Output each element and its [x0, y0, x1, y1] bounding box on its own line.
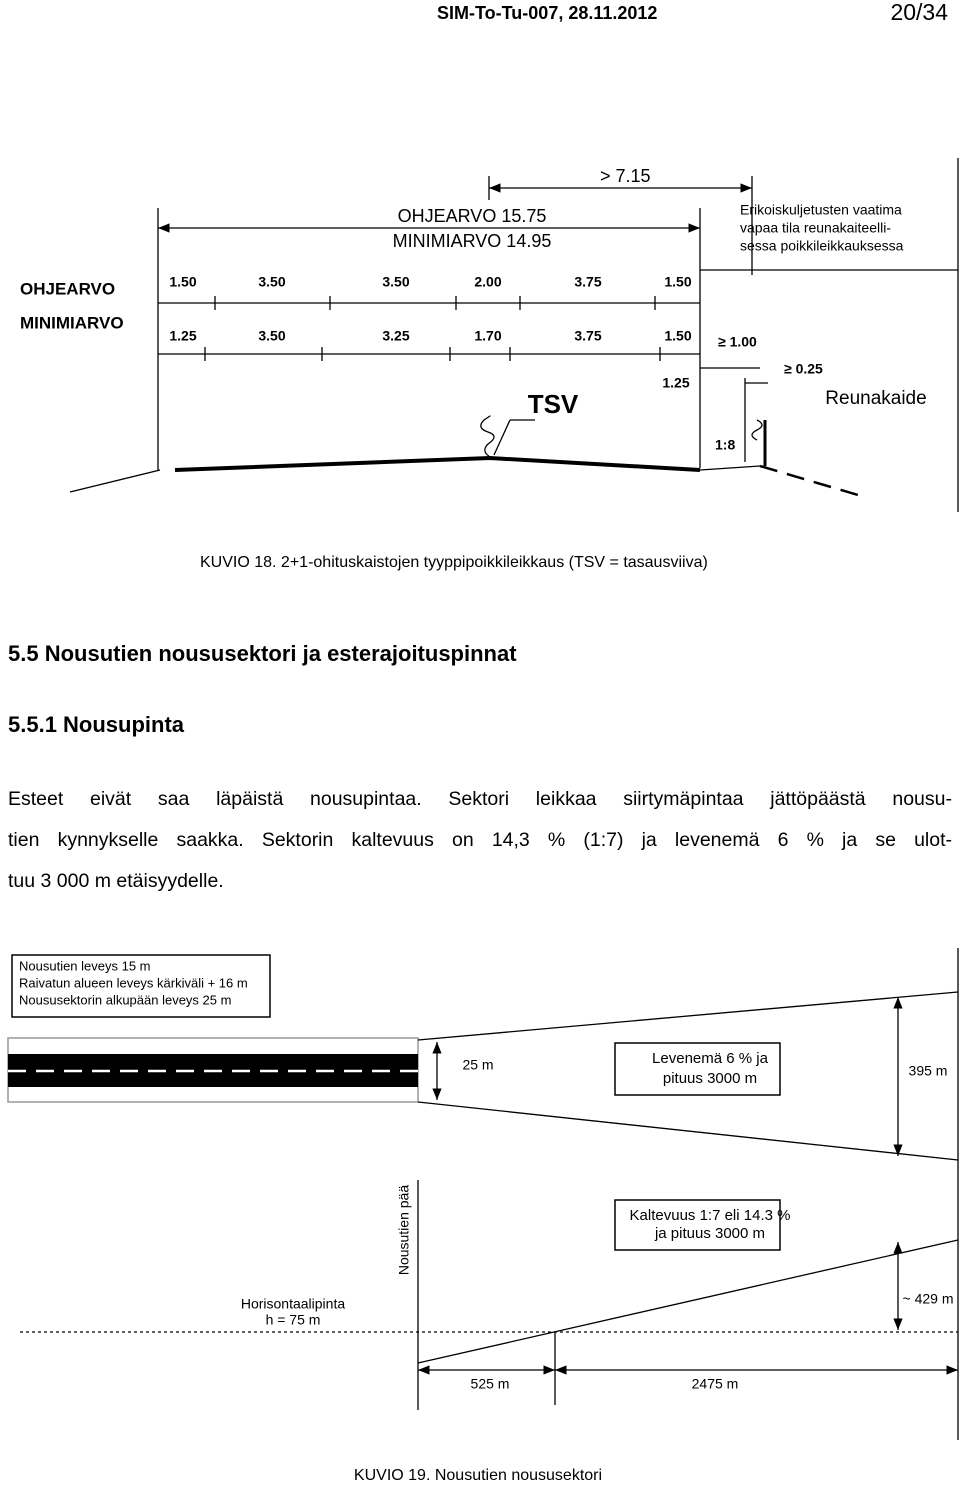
paragraph: Esteet eivät saa läpäistä nousupintaa. S…	[8, 779, 952, 902]
figure-caption: KUVIO 18. 2+1-ohituskaistojen tyyppipoik…	[200, 554, 708, 571]
width-label: 2.00	[474, 274, 501, 290]
figure-18-lines	[69, 158, 959, 512]
box-line: Kaltevuus 1:7 eli 14.3 %	[630, 1207, 791, 1224]
figure-caption: KUVIO 19. Nousutien noususektori	[354, 1467, 602, 1484]
doc-id: SIM-To-Tu-007, 28.11.2012	[437, 3, 657, 23]
row-label: MINIMIARVO	[20, 313, 124, 332]
total-width: MINIMIARVO 14.95	[393, 231, 552, 251]
width-row: 1.25 3.50 3.25 1.70 3.75 1.50	[169, 328, 691, 344]
section-heading: 5.5 Nousutien noususektori ja esterajoit…	[8, 641, 517, 666]
width-label: 1.50	[664, 328, 691, 344]
subsection-heading: 5.5.1 Nousupinta	[8, 712, 185, 737]
width-label: 1.50	[169, 274, 196, 290]
clearance-label: ≥ 1.00	[718, 334, 757, 350]
page-number: 20/34	[890, 0, 948, 25]
width-label: 1.25	[662, 375, 689, 391]
box-line: pituus 3000 m	[663, 1070, 757, 1087]
legend-line: Noususektorin alkupään leveys 25 m	[19, 992, 231, 1007]
figure-19-lines	[7, 948, 959, 1440]
box-line: ja pituus 3000 m	[654, 1225, 765, 1242]
width-label: 3.50	[382, 274, 409, 290]
dimension-label: 2475 m	[692, 1376, 739, 1392]
dimension-label: 525 m	[471, 1376, 510, 1392]
row-label: OHJEARVO	[20, 279, 115, 298]
width-label: 3.50	[258, 328, 285, 344]
legend-line: Nousutien leveys 15 m	[19, 958, 151, 973]
plane-label: h = 75 m	[266, 1312, 321, 1328]
guardrail-label: Reunakaide	[825, 388, 926, 409]
legend-line: Raivatun alueen leveys kärkiväli + 16 m	[19, 975, 248, 990]
width-label: 3.25	[382, 328, 409, 344]
slope-label: 1:8	[715, 437, 735, 453]
width-label: 1.50	[664, 274, 691, 290]
paragraph-line: tuu 3 000 m etäisyydelle.	[8, 870, 224, 892]
paragraph-line: Esteet eivät saa läpäistä nousupintaa. S…	[8, 788, 952, 810]
dimension-label: 395 m	[909, 1063, 948, 1079]
total-width: OHJEARVO 15.75	[398, 206, 547, 226]
width-label: 3.75	[574, 274, 601, 290]
dimension-label: > 7.15	[600, 166, 651, 186]
width-row: 1.50 3.50 3.50 2.00 3.75 1.50	[169, 274, 691, 290]
tsv-label: TSV	[528, 389, 579, 419]
note-line: sessa poikkileikkauksessa	[740, 238, 904, 254]
note-line: vapaa tila reunakaiteelli-	[740, 220, 891, 236]
width-label: 3.75	[574, 328, 601, 344]
dimension-label: ~ 429 m	[903, 1291, 954, 1307]
plane-label: Horisontaalipinta	[241, 1296, 345, 1312]
runway-end-label: Nousutien pää	[396, 1185, 412, 1276]
dimension-label: 25 m	[462, 1057, 493, 1073]
paragraph-line: tien kynnykselle saakka. Sektorin kaltev…	[8, 829, 952, 851]
box-line: Levenemä 6 % ja	[652, 1050, 769, 1067]
clearance-label: ≥ 0.25	[784, 361, 823, 377]
width-label: 1.25	[169, 328, 196, 344]
width-label: 3.50	[258, 274, 285, 290]
note-line: Erikoiskuljetusten vaatima	[740, 202, 902, 218]
width-label: 1.70	[474, 328, 501, 344]
